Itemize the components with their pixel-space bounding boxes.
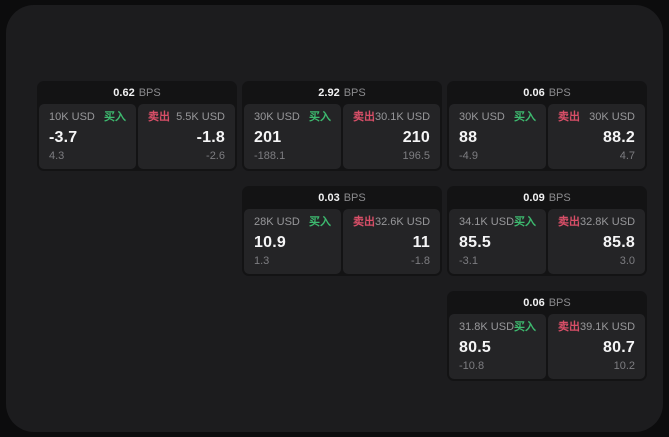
spread-value: 2.92 bbox=[318, 86, 340, 99]
spread-header: 0.62 BPS bbox=[37, 81, 237, 104]
spread-header: 0.06 BPS bbox=[447, 81, 647, 104]
bps-unit-label: BPS bbox=[138, 86, 161, 99]
sell-price: 88.2 bbox=[603, 128, 635, 146]
quote-card-6: 0.06 BPS 31.8K USD 买入 80.5 -10.8 卖出 39.1… bbox=[447, 291, 647, 381]
buy-amount: 28K USD bbox=[254, 216, 300, 228]
buy-tile[interactable]: 31.8K USD 买入 80.5 -10.8 bbox=[449, 314, 546, 379]
buy-price: -3.7 bbox=[49, 128, 78, 146]
buy-price: 201 bbox=[254, 128, 282, 146]
buy-amount: 30K USD bbox=[254, 111, 300, 123]
quote-card-4: 0.03 BPS 28K USD 买入 10.9 1.3 卖出 32.6K US… bbox=[242, 186, 442, 276]
sell-label: 卖出 bbox=[558, 321, 580, 333]
sell-tile[interactable]: 卖出 5.5K USD -1.8 -2.6 bbox=[138, 104, 235, 169]
spread-value: 0.03 bbox=[318, 191, 340, 204]
bps-unit-label: BPS bbox=[343, 191, 366, 204]
buy-delta: -188.1 bbox=[254, 150, 286, 162]
sell-price: 80.7 bbox=[603, 338, 635, 356]
sell-amount: 30K USD bbox=[589, 111, 635, 123]
quote-body: 31.8K USD 买入 80.5 -10.8 卖出 39.1K USD 80.… bbox=[447, 314, 647, 381]
sell-tile[interactable]: 卖出 32.6K USD 11 -1.8 bbox=[343, 209, 440, 274]
spread-header: 0.09 BPS bbox=[447, 186, 647, 209]
buy-label: 买入 bbox=[309, 216, 331, 228]
sell-delta: 10.2 bbox=[613, 360, 635, 372]
sell-amount: 39.1K USD bbox=[579, 321, 636, 333]
spread-header: 0.03 BPS bbox=[242, 186, 442, 209]
app-panel: 0.62 BPS 10K USD 买入 -3.7 4.3 卖出 5.5K USD bbox=[6, 5, 663, 432]
bps-unit-label: BPS bbox=[548, 86, 571, 99]
spread-value: 0.06 bbox=[523, 86, 545, 99]
buy-delta: 4.3 bbox=[49, 150, 65, 162]
buy-label: 买入 bbox=[514, 111, 536, 123]
buy-amount: 31.8K USD bbox=[459, 321, 515, 333]
sell-delta: 3.0 bbox=[619, 255, 635, 267]
buy-tile[interactable]: 34.1K USD 买入 85.5 -3.1 bbox=[449, 209, 546, 274]
quote-body: 34.1K USD 买入 85.5 -3.1 卖出 32.8K USD 85.8… bbox=[447, 209, 647, 276]
buy-tile[interactable]: 30K USD 买入 201 -188.1 bbox=[244, 104, 341, 169]
buy-delta: 1.3 bbox=[254, 255, 270, 267]
sell-tile[interactable]: 卖出 32.8K USD 85.8 3.0 bbox=[548, 209, 645, 274]
sell-price: -1.8 bbox=[196, 128, 225, 146]
buy-price: 88 bbox=[459, 128, 478, 146]
buy-price: 10.9 bbox=[254, 233, 286, 251]
quote-cards-grid: 0.62 BPS 10K USD 买入 -3.7 4.3 卖出 5.5K USD bbox=[37, 81, 647, 381]
spread-value: 0.62 bbox=[113, 86, 135, 99]
sell-price: 210 bbox=[402, 128, 430, 146]
bps-unit-label: BPS bbox=[343, 86, 366, 99]
sell-tile[interactable]: 卖出 30K USD 88.2 4.7 bbox=[548, 104, 645, 169]
sell-amount: 32.6K USD bbox=[374, 216, 431, 228]
sell-amount: 32.8K USD bbox=[579, 216, 636, 228]
sell-amount: 30.1K USD bbox=[374, 111, 431, 123]
bps-unit-label: BPS bbox=[548, 296, 571, 309]
buy-tile[interactable]: 30K USD 买入 88 -4.9 bbox=[449, 104, 546, 169]
buy-tile[interactable]: 10K USD 买入 -3.7 4.3 bbox=[39, 104, 136, 169]
buy-delta: -10.8 bbox=[459, 360, 485, 372]
sell-tile[interactable]: 卖出 39.1K USD 80.7 10.2 bbox=[548, 314, 645, 379]
sell-label: 卖出 bbox=[558, 111, 580, 123]
sell-price: 11 bbox=[412, 233, 430, 251]
buy-label: 买入 bbox=[309, 111, 331, 123]
spread-header: 2.92 BPS bbox=[242, 81, 442, 104]
buy-amount: 34.1K USD bbox=[459, 216, 515, 228]
sell-label: 卖出 bbox=[148, 111, 170, 123]
quote-card-1: 0.62 BPS 10K USD 买入 -3.7 4.3 卖出 5.5K USD bbox=[37, 81, 237, 171]
spread-value: 0.06 bbox=[523, 296, 545, 309]
sell-label: 卖出 bbox=[558, 216, 580, 228]
buy-delta: -4.9 bbox=[459, 150, 478, 162]
sell-label: 卖出 bbox=[353, 111, 375, 123]
buy-delta: -3.1 bbox=[459, 255, 478, 267]
quote-body: 30K USD 买入 201 -188.1 卖出 30.1K USD 210 1… bbox=[242, 104, 442, 171]
quote-body: 30K USD 买入 88 -4.9 卖出 30K USD 88.2 4.7 bbox=[447, 104, 647, 171]
buy-price: 80.5 bbox=[459, 338, 491, 356]
sell-price: 85.8 bbox=[603, 233, 635, 251]
sell-tile[interactable]: 卖出 30.1K USD 210 196.5 bbox=[343, 104, 440, 169]
buy-tile[interactable]: 28K USD 买入 10.9 1.3 bbox=[244, 209, 341, 274]
buy-label: 买入 bbox=[514, 321, 537, 333]
sell-amount: 5.5K USD bbox=[176, 111, 225, 123]
spread-header: 0.06 BPS bbox=[447, 291, 647, 314]
buy-amount: 10K USD bbox=[49, 111, 95, 123]
bps-unit-label: BPS bbox=[548, 191, 571, 204]
spread-value: 0.09 bbox=[523, 191, 545, 204]
quote-card-3: 0.06 BPS 30K USD 买入 88 -4.9 卖出 30K USD bbox=[447, 81, 647, 171]
sell-delta: 196.5 bbox=[402, 150, 430, 162]
buy-price: 85.5 bbox=[459, 233, 491, 251]
sell-delta: -1.8 bbox=[411, 255, 430, 267]
quote-body: 28K USD 买入 10.9 1.3 卖出 32.6K USD 11 -1.8 bbox=[242, 209, 442, 276]
buy-label: 买入 bbox=[104, 111, 126, 123]
buy-label: 买入 bbox=[514, 216, 537, 228]
buy-amount: 30K USD bbox=[459, 111, 505, 123]
quote-card-5: 0.09 BPS 34.1K USD 买入 85.5 -3.1 卖出 32.8K… bbox=[447, 186, 647, 276]
sell-label: 卖出 bbox=[353, 216, 375, 228]
sell-delta: 4.7 bbox=[619, 150, 635, 162]
quote-body: 10K USD 买入 -3.7 4.3 卖出 5.5K USD -1.8 -2.… bbox=[37, 104, 237, 171]
sell-delta: -2.6 bbox=[206, 150, 225, 162]
quote-card-2: 2.92 BPS 30K USD 买入 201 -188.1 卖出 30.1K … bbox=[242, 81, 442, 171]
